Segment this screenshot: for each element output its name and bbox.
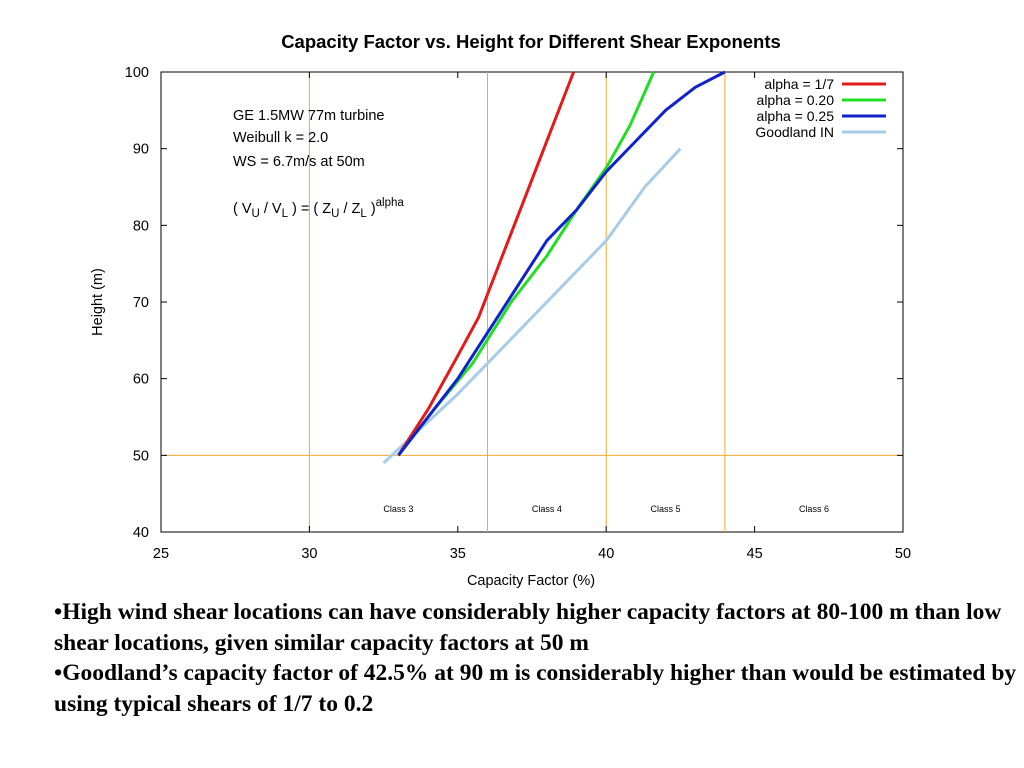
y-tick-label: 60 — [133, 372, 149, 388]
axis-ticks: 25 30 35 40 45 50 40 50 60 70 80 90 100 — [125, 65, 911, 562]
x-tick-label: 45 — [747, 546, 763, 562]
class-label: Class 3 — [383, 504, 413, 514]
annotation-weibull: Weibull k = 2.0 — [233, 130, 328, 146]
y-tick-label: 50 — [133, 448, 149, 464]
class-label: Class 4 — [532, 504, 562, 514]
series-line — [397, 70, 726, 457]
shear-formula: ( VU / VL ) = ( ZU / ZL )alpha — [233, 197, 404, 220]
class-label: Class 5 — [651, 504, 681, 514]
legend-label: alpha = 1/7 — [764, 76, 834, 92]
x-tick-label: 50 — [895, 546, 911, 562]
legend-label: alpha = 0.25 — [757, 108, 835, 124]
x-axis-label: Capacity Factor (%) — [467, 573, 595, 589]
class-labels: Class 3 Class 4 Class 5 Class 6 — [383, 504, 829, 514]
series-line — [397, 71, 656, 457]
y-tick-label: 100 — [125, 65, 149, 81]
bullet-goodland: •Goodland’s capacity factor of 42.5% at … — [54, 660, 1017, 717]
y-tick-label: 80 — [133, 218, 149, 234]
y-tick-label: 90 — [133, 142, 149, 158]
annotation-wind-speed: WS = 6.7m/s at 50m — [233, 154, 365, 170]
capacity-factor-chart: Capacity Factor vs. Height for Different… — [90, 31, 911, 589]
y-tick-label: 40 — [133, 525, 149, 541]
legend-label: Goodland IN — [755, 124, 834, 140]
chart-title: Capacity Factor vs. Height for Different… — [281, 31, 781, 52]
series-line — [382, 147, 682, 465]
y-axis-label: Height (m) — [90, 268, 106, 336]
y-tick-label: 70 — [133, 295, 149, 311]
x-tick-label: 35 — [450, 546, 466, 562]
reference-lines — [161, 72, 903, 532]
annotation-block: GE 1.5MW 77m turbine Weibull k = 2.0 WS … — [233, 108, 404, 220]
class-label: Class 6 — [799, 504, 829, 514]
series-lines — [382, 70, 726, 465]
series-line — [397, 71, 575, 457]
annotation-turbine: GE 1.5MW 77m turbine — [233, 108, 385, 124]
x-tick-label: 40 — [598, 546, 614, 562]
bullet-list: •High wind shear locations can have cons… — [54, 597, 1019, 719]
x-tick-label: 30 — [301, 546, 317, 562]
x-tick-label: 25 — [153, 546, 169, 562]
legend-label: alpha = 0.20 — [757, 92, 835, 108]
bullet-high-shear: •High wind shear locations can have cons… — [54, 599, 1002, 656]
